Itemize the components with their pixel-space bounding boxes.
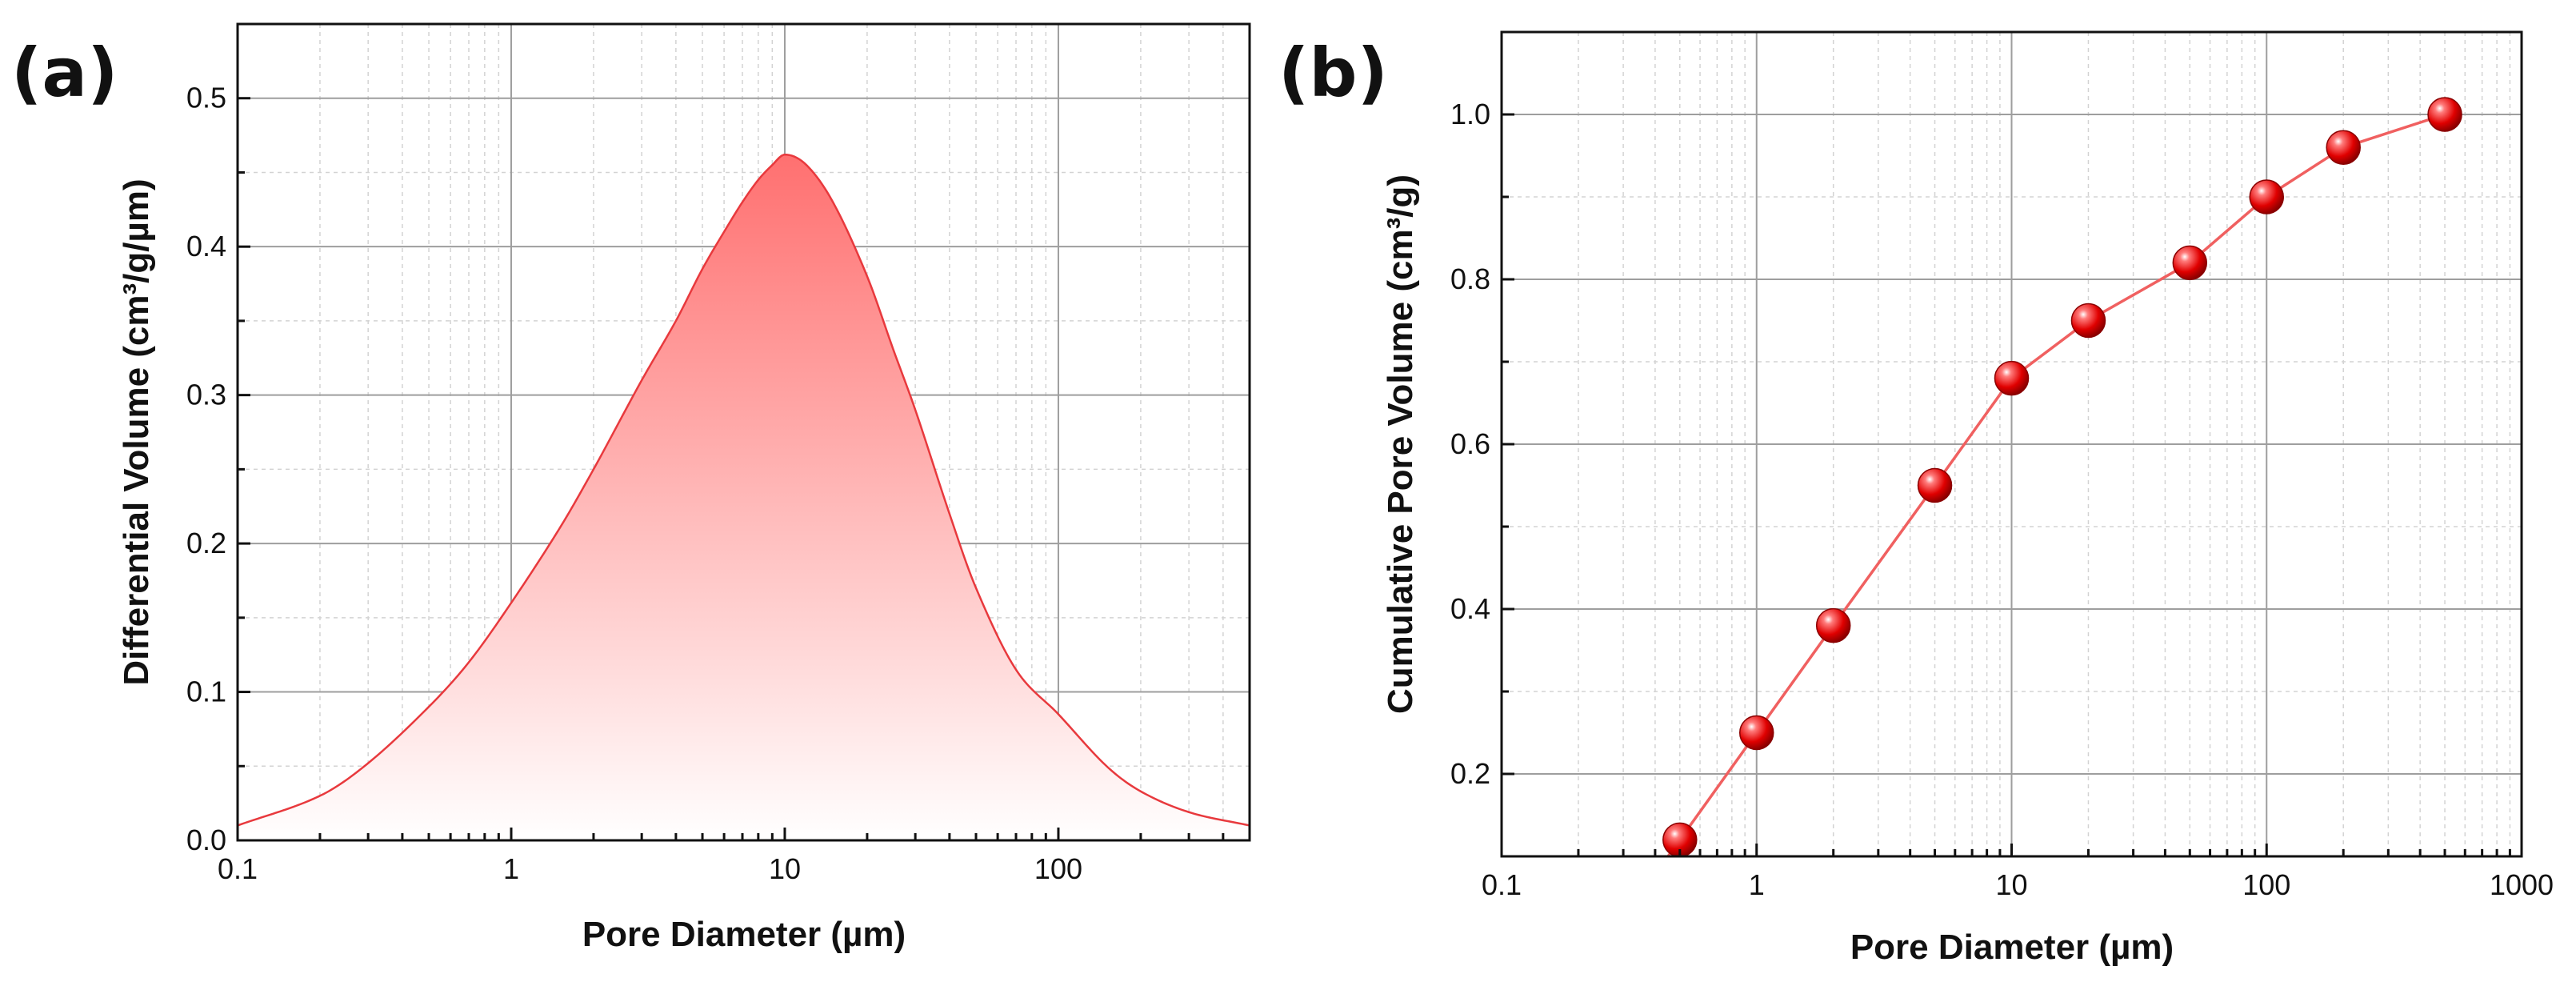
y-tick-label: 1.0 <box>1450 98 1490 130</box>
x-tick-label: 10 <box>1995 868 2027 901</box>
x-tick-label: 0.1 <box>218 852 258 885</box>
ticks-a: 0.1 1 10 1000.00.10.20.30.40.5 <box>186 82 1225 885</box>
x-tick-label: 100 <box>1034 852 1082 885</box>
data-point <box>1815 607 1851 643</box>
data-point <box>2172 245 2208 281</box>
x-tick-label: 0.1 <box>1482 868 1522 901</box>
y-tick-label: 0.2 <box>1450 757 1490 790</box>
x-axis-title-a: Pore Diameter (µm) <box>582 915 906 954</box>
chart-panel-a: (a) 0.1 1 10 1000.00.10.20.30.40.5 Pore Dia… <box>11 22 1251 954</box>
area-fill <box>238 154 1250 840</box>
data-point <box>1739 715 1774 751</box>
y-tick-label: 0.0 <box>186 824 226 856</box>
series-line <box>1666 113 2446 858</box>
panel-label-b: (b) <box>1278 34 1388 112</box>
y-axis-title-b: Cumulative Pore Volume (cm³/g) <box>1381 174 1420 714</box>
y-tick-label: 0.2 <box>186 527 226 559</box>
y-tick-label: 0.5 <box>186 82 226 114</box>
y-axis-title-a: Differential Volume (cm³/g/µm) <box>117 178 156 685</box>
chart-panel-b: (b) 0.1 1 10 100 1000 0.2 0.4 0.6 0.8 1.0 Pore Di… <box>1278 30 2554 967</box>
ticks-b: 0.1 1 10 100 1000 0.2 0.4 0.6 0.8 1.0 <box>1450 98 2554 901</box>
data-point <box>1994 360 2030 396</box>
y-tick-label: 0.8 <box>1450 263 1490 295</box>
data-point <box>2326 130 2361 165</box>
x-tick-label: 100 <box>2242 868 2290 901</box>
series-points <box>1662 97 2462 858</box>
data-point <box>1917 467 1953 503</box>
y-tick-label: 0.4 <box>186 230 226 263</box>
area-outline <box>237 154 1250 827</box>
x-tick-label: 1 <box>503 852 519 885</box>
x-axis-title-b: Pore Diameter (µm) <box>1850 928 2174 967</box>
y-tick-label: 0.1 <box>186 675 226 708</box>
x-tick-label: 10 <box>769 852 801 885</box>
x-tick-label: 1 <box>1749 868 1765 901</box>
y-tick-label: 0.3 <box>186 379 226 411</box>
panel-label-a: (a) <box>11 34 118 112</box>
data-point <box>2070 303 2106 339</box>
x-tick-label: 1000 <box>2490 868 2554 901</box>
plot-frame-a <box>236 22 1251 842</box>
data-point <box>2427 97 2462 132</box>
grid-b <box>1502 32 2522 856</box>
y-tick-label: 0.6 <box>1450 427 1490 460</box>
y-tick-label: 0.4 <box>1450 592 1490 625</box>
data-point <box>2249 179 2284 214</box>
